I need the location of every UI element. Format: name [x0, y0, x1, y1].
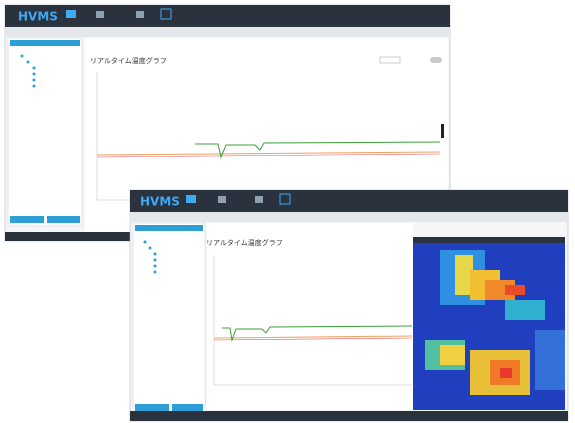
- button[interactable]: [10, 216, 44, 223]
- chart-title: リアルタイム温度グラフ: [206, 238, 283, 247]
- line-red: [213, 337, 413, 341]
- button[interactable]: [172, 404, 203, 411]
- tree-header: [10, 40, 80, 46]
- title-bar: [130, 190, 568, 212]
- chart-panel: [207, 223, 413, 410]
- window-front: HVMS リアルタイム温度グラフ: [129, 189, 569, 422]
- menu-icon[interactable]: [96, 11, 104, 18]
- tab-bar: [130, 212, 568, 222]
- button[interactable]: [135, 404, 169, 411]
- scroll-handle[interactable]: [441, 124, 444, 138]
- toggle[interactable]: [430, 57, 442, 63]
- tree-header: [135, 225, 203, 231]
- menu-icon[interactable]: [218, 196, 226, 203]
- home-icon[interactable]: [186, 195, 196, 203]
- tree-items: [143, 240, 157, 274]
- home-icon[interactable]: [66, 10, 76, 18]
- line-red: [96, 153, 441, 158]
- chart-title: リアルタイム温度グラフ: [90, 56, 167, 65]
- app-name: HVMS: [18, 10, 58, 24]
- title-bar: [5, 5, 450, 27]
- tab-bar: [5, 27, 450, 37]
- app-name: HVMS: [140, 195, 180, 209]
- dropdown[interactable]: [379, 56, 401, 64]
- line-red: [213, 335, 413, 339]
- line-green: [195, 141, 441, 159]
- status-bar: [130, 411, 568, 421]
- device-tree: [132, 222, 206, 407]
- menu-icon[interactable]: [255, 196, 263, 203]
- line-green: [222, 325, 413, 342]
- tree-items: [20, 54, 36, 88]
- thermal-image: [413, 237, 565, 410]
- button[interactable]: [47, 216, 80, 223]
- device-tree: [7, 37, 83, 227]
- add-button[interactable]: [160, 8, 172, 20]
- add-button[interactable]: [279, 193, 291, 205]
- menu-icon[interactable]: [136, 11, 144, 18]
- line-red: [96, 151, 441, 156]
